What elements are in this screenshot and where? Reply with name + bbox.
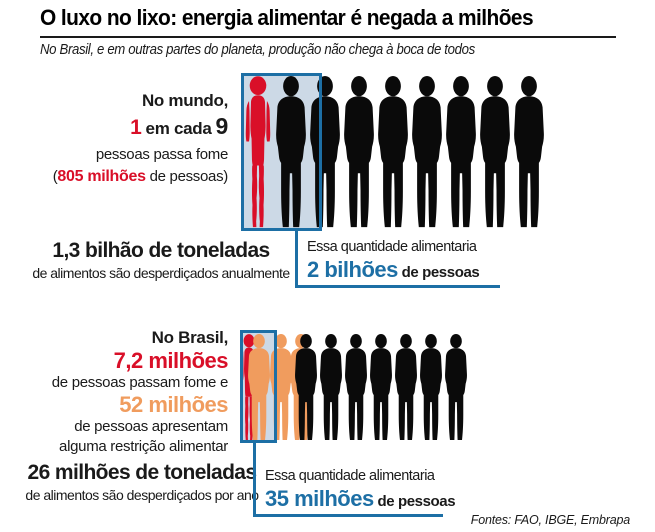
brazil-callout: Essa quantidade alimentaria 35 milhões d… xyxy=(253,443,456,517)
brazil-person-normal-figure xyxy=(392,334,420,442)
brazil-restricted-caption-2: alguma restrição alimentar xyxy=(59,438,228,455)
brazil-restricted-number: 52 milhões xyxy=(119,392,228,417)
world-person-normal-figure xyxy=(408,76,446,230)
sources-note: Fontes: FAO, IBGE, Embrapa xyxy=(470,512,630,527)
paren-rest: de pessoas) xyxy=(145,168,229,185)
world-callout-caption: Essa quantidade alimentaria xyxy=(307,239,477,255)
brazil-highlight-box-border xyxy=(240,330,277,443)
brazil-intro-label: No Brasil, xyxy=(151,328,229,347)
title-divider xyxy=(40,36,616,38)
world-waste-block: 1,3 bilhão de toneladas de alimentos são… xyxy=(30,238,292,282)
brazil-waste-caption: de alimentos são desperdiçados por ano xyxy=(25,487,259,503)
brazil-waste-amount: 26 milhões de toneladas xyxy=(27,461,258,484)
world-callout: Essa quantidade alimentaria 2 bilhões de… xyxy=(295,231,500,288)
world-person-normal-figure xyxy=(340,76,378,230)
world-hungry-count: (805 milhões de pessoas) xyxy=(18,165,229,188)
world-could-feed-unit: de pessoas xyxy=(397,264,480,281)
brazil-could-feed-unit: de pessoas xyxy=(373,493,456,510)
world-stats-block: No mundo, 1 em cada 9 pessoas passa fome (… xyxy=(18,90,229,188)
brazil-person-normal-figure xyxy=(417,334,445,442)
brazil-person-normal-figure xyxy=(342,334,370,442)
world-ratio-numerator: 1 xyxy=(130,116,142,139)
brazil-stats-block: No Brasil, 7,2 milhões de pessoas passam… xyxy=(13,327,229,457)
brazil-restricted-caption-1: de pessoas apresentam xyxy=(74,418,228,435)
world-ratio-caption: pessoas passa fome xyxy=(95,146,228,163)
world-person-normal-figure xyxy=(374,76,412,230)
world-waste-amount: 1,3 bilhão de toneladas xyxy=(52,239,270,262)
world-person-normal-figure xyxy=(442,76,480,230)
page-title: O luxo no lixo: energia alimentar é nega… xyxy=(40,5,534,30)
brazil-hungry-caption: de pessoas passam fome e xyxy=(51,374,229,391)
brazil-callout-caption: Essa quantidade alimentaria xyxy=(265,468,435,484)
brazil-callout-value: 35 milhões de pessoas xyxy=(265,486,456,515)
world-highlight-box-border xyxy=(241,73,322,231)
world-ratio-middle: em cada xyxy=(145,119,212,138)
brazil-person-normal-figure xyxy=(292,334,320,442)
brazil-person-normal-figure xyxy=(367,334,395,442)
world-could-feed-number: 2 bilhões xyxy=(307,257,398,282)
world-ratio-denominator: 9 xyxy=(215,113,229,139)
world-callout-value: 2 bilhões de pessoas xyxy=(307,257,500,286)
world-hungry-number: 805 milhões xyxy=(57,168,146,185)
brazil-hungry-number: 7,2 milhões xyxy=(113,348,229,373)
brazil-person-normal-figure xyxy=(442,334,470,442)
brazil-could-feed-number: 35 milhões xyxy=(265,486,374,511)
brazil-person-normal-figure xyxy=(317,334,345,442)
paren-open: ( xyxy=(52,168,58,185)
world-ratio: 1 em cada 9 xyxy=(18,112,228,144)
world-waste-caption: de alimentos são desperdiçados anualment… xyxy=(32,265,290,281)
world-person-normal-figure xyxy=(510,76,548,230)
brazil-waste-block: 26 milhões de toneladas de alimentos são… xyxy=(22,460,262,504)
world-intro-label: No mundo, xyxy=(141,91,228,110)
page-subtitle: No Brasil, e em outras partes do planeta… xyxy=(40,41,475,58)
world-person-normal-figure xyxy=(476,76,514,230)
